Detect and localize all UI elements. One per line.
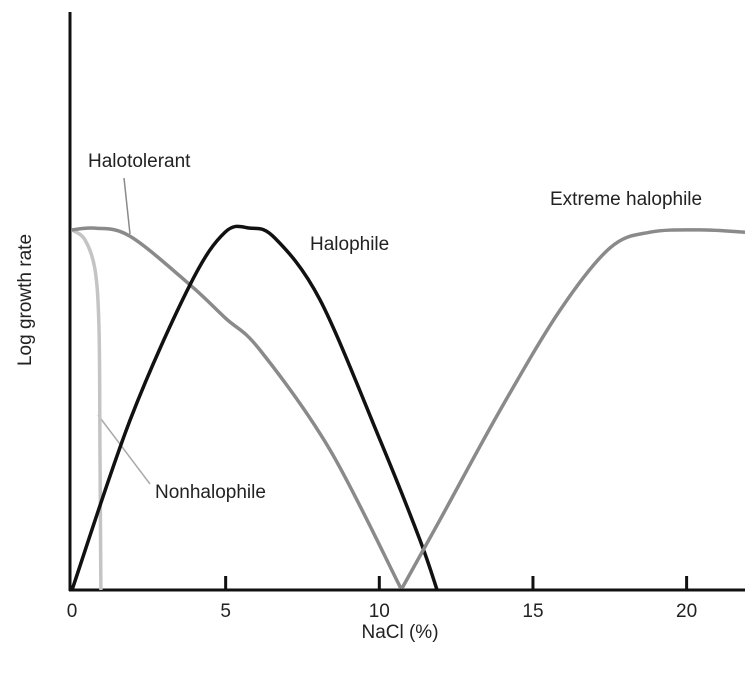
curve xyxy=(71,226,403,590)
series-label: Halotolerant xyxy=(88,151,191,172)
x-tick-label: 10 xyxy=(369,601,390,622)
curve xyxy=(400,228,745,590)
series-label: Halophile xyxy=(310,234,389,255)
curve xyxy=(70,228,103,591)
series-label: Extreme halophile xyxy=(550,189,702,210)
y-axis-label: Log growth rate xyxy=(15,234,36,366)
leader-line xyxy=(123,177,131,235)
x-tick-label: 20 xyxy=(676,601,697,622)
x-tick-label: 15 xyxy=(522,601,543,622)
x-tick-label: 0 xyxy=(67,601,78,622)
curve xyxy=(70,224,439,591)
x-tick-label: 5 xyxy=(220,601,231,622)
series-label: Nonhalophile xyxy=(155,482,266,503)
x-axis-label: NaCl (%) xyxy=(361,622,438,643)
leader-line xyxy=(97,414,151,485)
